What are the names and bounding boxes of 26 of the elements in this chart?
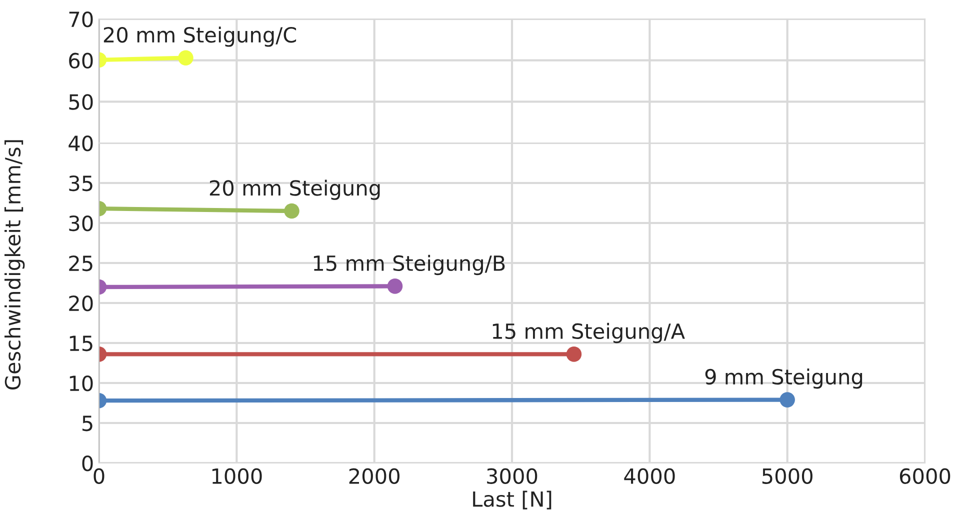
y-tick-label: 30 <box>69 215 93 232</box>
y-tick-label: 20 <box>69 295 93 312</box>
series-label: 15 mm Steigung/B <box>314 254 505 276</box>
y-tick-label: 25 <box>69 255 92 272</box>
y-tick-label: 35 <box>69 175 92 192</box>
y-tick-label: 0 <box>82 455 93 472</box>
y-tick-label: 10 <box>70 375 93 392</box>
x-tick-label: 1000 <box>212 468 262 484</box>
x-tick-label: 5000 <box>762 468 812 484</box>
y-axis-title: Geschwindigkeit [mm/s] <box>4 140 25 390</box>
x-tick-label: 0 <box>94 468 104 484</box>
series-label: 15 mm Steigung/A <box>492 322 685 344</box>
series-label: 20 mm Steigung <box>210 180 380 200</box>
y-tick-label: 50 <box>69 94 93 110</box>
x-tick-label: 6000 <box>900 468 950 484</box>
series-label: 9 mm Steigung <box>705 368 862 389</box>
x-tick-label: 2000 <box>349 468 400 484</box>
x-tick-label: 4000 <box>624 468 675 484</box>
x-tick-label: 3000 <box>487 468 538 484</box>
y-tick-label: 5 <box>82 416 92 432</box>
x-axis-title: Last [N] <box>473 490 552 510</box>
y-tick-label: 40 <box>68 135 93 152</box>
y-tick-label: 70 <box>69 11 93 28</box>
series-label: 20 mm Steigung/C <box>104 26 296 47</box>
y-tick-label: 15 <box>70 336 92 352</box>
y-tick-label: 60 <box>69 52 93 69</box>
